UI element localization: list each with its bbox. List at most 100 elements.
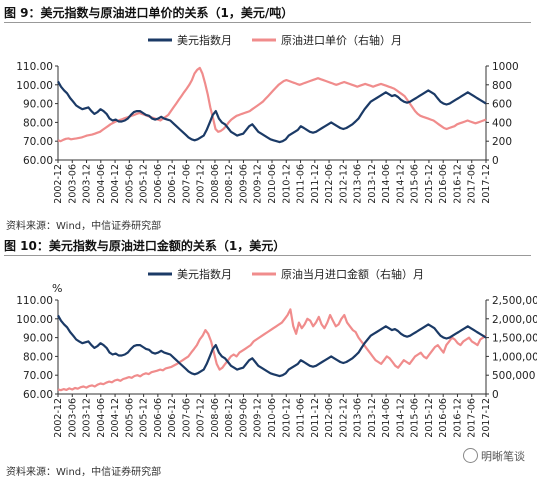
- fig9-right-tick-label: 1000: [492, 61, 519, 73]
- fig10-x-tick-label: 2013-06: [353, 398, 364, 438]
- fig10-x-tick-label: 2010-12: [281, 398, 292, 438]
- fig9-legend-label-0: 美元指数月: [177, 33, 232, 47]
- fig10-legend-label-1: 原油当月进口金额（右轴）月: [281, 267, 424, 281]
- figure-10-source: 资料来源：Wind，中信证券研究部: [6, 467, 162, 478]
- fig10-x-tick-label: 2015-12: [424, 398, 435, 438]
- fig9-x-tick-label: 2015-06: [410, 164, 421, 204]
- fig10-x-tick-label: 2008-12: [224, 398, 235, 438]
- fig10-x-tick-label: 2004-06: [96, 398, 107, 438]
- fig10-x-tick-label: 2005-12: [139, 398, 150, 438]
- fig9-x-tick-label: 2015-12: [424, 164, 435, 204]
- fig9-x-tick-label: 2004-06: [96, 164, 107, 204]
- figure-10-chart: 美元指数月 原油当月进口金额（右轴）月% 60.00 70.00 80.00 90.00 1…: [16, 267, 537, 438]
- fig10-series-usd-index-line: [57, 314, 487, 378]
- figure-9-title: 图 9：美元指数与原油进口单价的关系（1，美元/吨）: [4, 6, 294, 20]
- fig9-left-tick-label: 100.00: [16, 80, 53, 92]
- fig9-left-tick-label: 110.00: [16, 61, 53, 73]
- fig9-right-tick-label: 0: [492, 155, 499, 167]
- fig9-x-tick-label: 2007-12: [196, 164, 207, 204]
- fig10-left-tick-label: 110.00: [16, 295, 53, 307]
- fig9-x-tick-label: 2003-06: [67, 164, 78, 204]
- fig10-x-tick-label: 2012-12: [338, 398, 349, 438]
- fig10-x-tick-label: 2007-06: [181, 398, 192, 438]
- fig10-x-tick-label: 2011-06: [296, 398, 307, 438]
- fig10-left-tick-label: 90.00: [23, 333, 53, 345]
- fig10-right-tick-label: 0: [492, 389, 499, 401]
- fig9-x-tick-label: 2017-06: [467, 164, 478, 204]
- fig9-x-tick-label: 2006-06: [153, 164, 164, 204]
- fig9-x-tick-label: 2003-12: [82, 164, 93, 204]
- fig10-series-oil-line: [57, 308, 487, 392]
- fig9-right-tick-label: 200: [492, 136, 512, 148]
- figure-9-chart: 美元指数月 原油进口单价（右轴）月 60.00 70.00 80.00 90.00 100.…: [16, 33, 519, 204]
- fig9-x-tick-label: 2013-12: [367, 164, 378, 204]
- fig9-x-tick-label: 2017-12: [481, 164, 492, 204]
- fig9-left-tick-label: 80.00: [23, 117, 53, 129]
- fig9-left-tick-label: 60.00: [23, 155, 53, 167]
- fig10-x-tick-label: 2009-12: [253, 398, 264, 438]
- fig9-series-usd-index-line: [57, 80, 487, 144]
- fig9-right-tick-label: 800: [492, 80, 512, 92]
- fig9-x-tick-label: 2005-12: [139, 164, 150, 204]
- fig9-right-tick-label: 400: [492, 117, 512, 129]
- fig10-left-tick-label: 80.00: [23, 351, 53, 363]
- fig10-right-tick-label: 2,500,000: [492, 295, 537, 307]
- fig9-x-tick-label: 2013-06: [353, 164, 364, 204]
- fig10-x-tick-label: 2003-12: [82, 398, 93, 438]
- fig9-x-tick-label: 2005-06: [124, 164, 135, 204]
- fig10-x-tick-label: 2009-06: [238, 398, 249, 438]
- fig10-right-tick-label: 1,500,000: [492, 333, 537, 345]
- fig10-x-tick-label: 2005-06: [124, 398, 135, 438]
- figure-9-title-rule: [4, 22, 531, 23]
- fig9-x-tick-label: 2006-12: [167, 164, 178, 204]
- fig10-x-tick-label: 2011-12: [310, 398, 321, 438]
- fig9-right-tick-label: 600: [492, 99, 512, 111]
- fig9-left-tick-label: 70.00: [23, 136, 53, 148]
- fig10-x-tick-label: 2003-06: [67, 398, 78, 438]
- fig9-x-tick-label: 2002-12: [53, 164, 64, 204]
- fig10-x-tick-label: 2002-12: [53, 398, 64, 438]
- fig10-x-tick-label: 2006-06: [153, 398, 164, 438]
- fig10-x-tick-label: 2014-06: [381, 398, 392, 438]
- fig10-x-tick-label: 2014-12: [395, 398, 406, 438]
- fig9-x-tick-label: 2014-06: [381, 164, 392, 204]
- fig9-x-tick-label: 2009-12: [253, 164, 264, 204]
- fig9-x-tick-label: 2007-06: [181, 164, 192, 204]
- fig10-x-tick-label: 2013-12: [367, 398, 378, 438]
- fig9-legend-label-1: 原油进口单价（右轴）月: [281, 33, 402, 47]
- fig10-x-tick-label: 2016-12: [452, 398, 463, 438]
- fig9-x-tick-label: 2012-12: [338, 164, 349, 204]
- fig9-x-tick-label: 2011-06: [296, 164, 307, 204]
- figure-10-title-rule: [4, 255, 531, 256]
- fig10-x-tick-label: 2017-06: [467, 398, 478, 438]
- fig9-x-tick-label: 2014-12: [395, 164, 406, 204]
- fig10-left-tick-label: 60.00: [23, 389, 53, 401]
- fig10-unit-label: %: [52, 282, 62, 295]
- fig9-series-oil-line: [57, 66, 487, 143]
- fig10-x-tick-label: 2007-12: [196, 398, 207, 438]
- fig9-x-tick-label: 2011-12: [310, 164, 321, 204]
- fig10-x-tick-label: 2010-06: [267, 398, 278, 438]
- watermark: 明晰笔谈: [463, 448, 525, 464]
- fig10-right-tick-label: 500,000: [492, 370, 535, 382]
- figure-10-title: 图 10：美元指数与原油进口金额的关系（1，美元）: [4, 239, 286, 253]
- fig9-x-tick-label: 2008-12: [224, 164, 235, 204]
- fig9-x-tick-label: 2016-12: [452, 164, 463, 204]
- fig9-x-tick-label: 2010-12: [281, 164, 292, 204]
- watermark-text: 明晰笔谈: [481, 450, 525, 463]
- figure-9-source: 资料来源：Wind，中信证券研究部: [6, 221, 162, 232]
- fig10-right-tick-label: 1,000,000: [492, 351, 537, 363]
- fig10-left-tick-label: 70.00: [23, 370, 53, 382]
- fig10-right-tick-label: 2,000,000: [492, 314, 537, 326]
- fig9-x-tick-label: 2009-06: [238, 164, 249, 204]
- fig10-x-tick-label: 2017-12: [481, 398, 492, 438]
- wechat-icon: [463, 448, 478, 463]
- fig9-left-tick-label: 90.00: [23, 99, 53, 111]
- fig9-x-tick-label: 2012-06: [324, 164, 335, 204]
- fig9-x-tick-label: 2010-06: [267, 164, 278, 204]
- fig10-left-tick-label: 100.00: [16, 314, 53, 326]
- fig10-x-tick-label: 2006-12: [167, 398, 178, 438]
- fig9-x-tick-label: 2004-12: [110, 164, 121, 204]
- fig10-legend-label-0: 美元指数月: [177, 267, 232, 281]
- fig10-x-tick-label: 2008-06: [210, 398, 221, 438]
